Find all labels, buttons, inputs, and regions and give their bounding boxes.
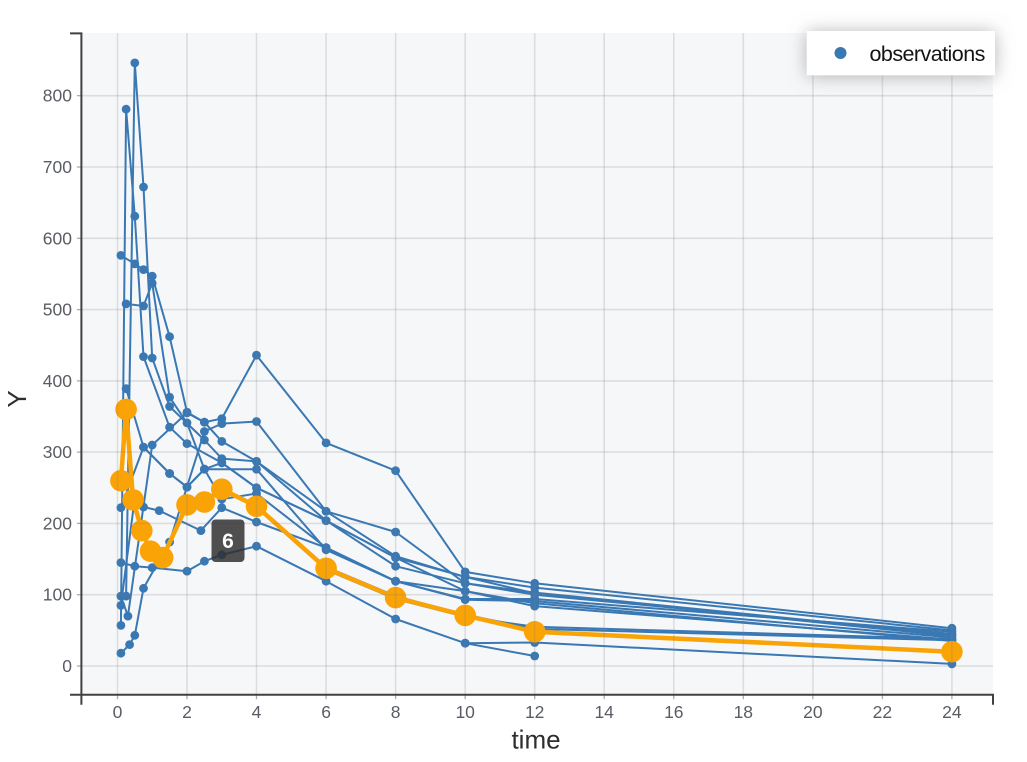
svg-text:20: 20 bbox=[803, 702, 823, 722]
svg-text:observations: observations bbox=[870, 42, 985, 66]
svg-text:24: 24 bbox=[942, 702, 962, 722]
svg-text:0: 0 bbox=[113, 702, 123, 722]
svg-text:22: 22 bbox=[873, 702, 892, 722]
svg-text:time: time bbox=[511, 725, 560, 755]
svg-text:800: 800 bbox=[43, 86, 72, 106]
svg-text:Y: Y bbox=[2, 390, 32, 407]
svg-text:200: 200 bbox=[43, 513, 72, 533]
svg-text:100: 100 bbox=[43, 585, 72, 605]
svg-text:600: 600 bbox=[43, 228, 72, 248]
svg-text:6: 6 bbox=[321, 702, 331, 722]
svg-text:12: 12 bbox=[525, 702, 544, 722]
svg-text:700: 700 bbox=[43, 157, 72, 177]
svg-text:18: 18 bbox=[734, 702, 753, 722]
svg-text:10: 10 bbox=[455, 702, 475, 722]
svg-text:4: 4 bbox=[252, 702, 262, 722]
svg-text:14: 14 bbox=[594, 702, 614, 722]
svg-text:6: 6 bbox=[222, 530, 234, 553]
svg-text:500: 500 bbox=[43, 300, 72, 320]
svg-text:400: 400 bbox=[43, 371, 72, 391]
svg-text:300: 300 bbox=[43, 442, 72, 462]
svg-text:16: 16 bbox=[664, 702, 683, 722]
svg-text:8: 8 bbox=[391, 702, 401, 722]
svg-text:0: 0 bbox=[62, 656, 72, 676]
svg-text:2: 2 bbox=[182, 702, 192, 722]
